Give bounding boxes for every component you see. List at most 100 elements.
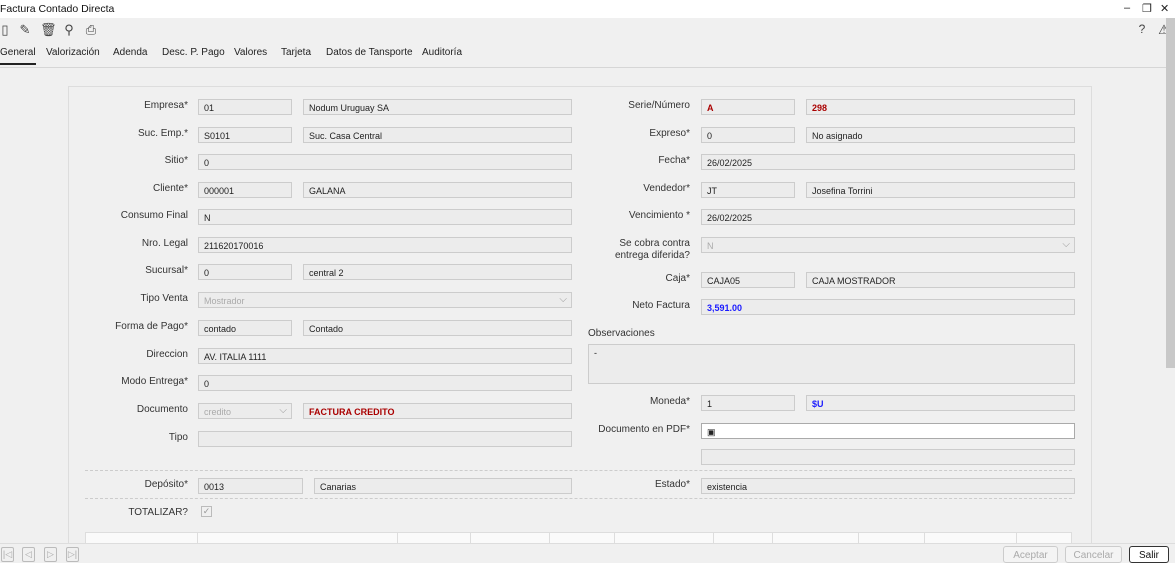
vendedor-label: Vendedor*: [643, 183, 690, 194]
sucursal-desc: central 2: [303, 264, 572, 280]
tipo-field[interactable]: [198, 431, 572, 447]
last-record-button[interactable]: ▷|: [66, 547, 79, 562]
cobra-select[interactable]: N ⌵: [701, 237, 1075, 253]
help-icon[interactable]: ?: [1138, 22, 1146, 36]
observaciones-label: Observaciones: [588, 328, 655, 339]
forma-pago-desc: Contado: [303, 320, 572, 336]
direccion-label: Direccion: [146, 349, 188, 360]
cliente-code[interactable]: 000001: [198, 182, 292, 198]
cobra-label-1: Se cobra contra: [619, 238, 690, 249]
chevron-down-icon: ⌵: [1062, 239, 1070, 250]
sucursal-label: Sucursal*: [145, 265, 188, 276]
salir-button[interactable]: Salir: [1129, 546, 1169, 563]
nro-legal-field[interactable]: 211620170016: [198, 237, 572, 253]
totalizar-label: TOTALIZAR?: [128, 507, 188, 518]
scrollbar[interactable]: [1166, 18, 1175, 368]
next-record-button[interactable]: ▷: [44, 547, 57, 562]
nro-legal-label: Nro. Legal: [141, 238, 188, 249]
deposito-code[interactable]: 0013: [198, 478, 303, 494]
neto-field: 3,591.00: [701, 299, 1075, 315]
pdf-field[interactable]: ▣: [701, 423, 1075, 439]
sucursal-code[interactable]: 0: [198, 264, 292, 280]
cancelar-button[interactable]: Cancelar: [1065, 546, 1122, 563]
neto-label: Neto Factura: [632, 300, 690, 311]
search-icon[interactable]: ⚲: [64, 22, 74, 37]
forma-pago-code[interactable]: contado: [198, 320, 292, 336]
print-icon[interactable]: ⎙: [85, 22, 97, 37]
observaciones-textarea[interactable]: -: [588, 344, 1075, 384]
empresa-desc: Nodum Uruguay SA: [303, 99, 572, 115]
totalizar-checkbox[interactable]: ✓: [201, 506, 212, 517]
tab-general[interactable]: General: [0, 47, 36, 65]
documento-select[interactable]: credito ⌵: [198, 403, 292, 419]
moneda-desc: $U: [806, 395, 1075, 411]
modo-entrega-field[interactable]: 0: [198, 375, 572, 391]
tab-tarjeta[interactable]: Tarjeta: [281, 47, 312, 58]
divider: [85, 498, 1072, 499]
window-title: Factura Contado Directa: [0, 3, 115, 15]
cliente-desc: GALANA: [303, 182, 572, 198]
vendedor-code[interactable]: JT: [701, 182, 795, 198]
cobra-label-2: entrega diferida?: [614, 250, 690, 261]
tab-adenda[interactable]: Adenda: [113, 47, 148, 58]
footer-bar: [0, 543, 1175, 563]
suc-emp-label: Suc. Emp.*: [137, 128, 188, 139]
suc-emp-desc: Suc. Casa Central: [303, 127, 572, 143]
new-icon[interactable]: ▯: [1, 22, 9, 37]
chevron-down-icon: ⌵: [559, 294, 567, 305]
serie-code[interactable]: A: [701, 99, 795, 115]
documento-value: credito: [204, 407, 232, 417]
modo-entrega-label: Modo Entrega*: [121, 376, 188, 387]
pdf-secondary-field: [701, 449, 1075, 465]
fecha-field[interactable]: 26/02/2025: [701, 154, 1075, 170]
fecha-label: Fecha*: [658, 155, 690, 166]
empresa-code[interactable]: 01: [198, 99, 292, 115]
suc-emp-code[interactable]: S0101: [198, 127, 292, 143]
moneda-code[interactable]: 1: [701, 395, 795, 411]
tab-valorizacion[interactable]: Valorización: [46, 47, 100, 58]
caja-desc: CAJA MOSTRADOR: [806, 272, 1075, 288]
chevron-down-icon: ⌵: [279, 405, 287, 416]
toolbar: [0, 18, 1175, 40]
divider: [85, 470, 1072, 471]
minimize-button[interactable]: –: [1124, 2, 1131, 14]
tipo-venta-label: Tipo Venta: [140, 293, 188, 304]
documento-label: Documento: [136, 404, 188, 415]
consumo-final-label: Consumo Final: [120, 210, 188, 221]
moneda-label: Moneda*: [649, 396, 690, 407]
cobra-value: N: [707, 241, 714, 251]
tipo-venta-select[interactable]: Mostrador ⌵: [198, 292, 572, 308]
tab-valores[interactable]: Valores: [234, 47, 268, 58]
previous-record-button[interactable]: ◁: [22, 547, 35, 562]
consumo-final-field[interactable]: N: [198, 209, 572, 225]
caja-code[interactable]: CAJA05: [701, 272, 795, 288]
tab-desc-pago[interactable]: Desc. P. Pago: [162, 47, 225, 58]
caja-label: Caja*: [665, 273, 690, 284]
vencimiento-label: Vencimiento *: [628, 210, 690, 221]
expreso-label: Expreso*: [649, 128, 690, 139]
restore-button[interactable]: ❐: [1142, 3, 1152, 15]
deposito-desc: Canarias: [314, 478, 572, 494]
delete-icon[interactable]: 🗑: [40, 22, 57, 37]
alert-icon[interactable]: ⚠: [1158, 22, 1170, 37]
tab-transporte[interactable]: Datos de Tansporte: [326, 47, 413, 58]
first-record-button[interactable]: |◁: [1, 547, 14, 562]
vencimiento-field[interactable]: 26/02/2025: [701, 209, 1075, 225]
vendedor-desc: Josefina Torrini: [806, 182, 1075, 198]
sitio-label: Sitio*: [164, 155, 188, 166]
numero-field: 298: [806, 99, 1075, 115]
tipo-venta-value: Mostrador: [204, 296, 245, 306]
direccion-field[interactable]: AV. ITALIA 1111: [198, 348, 572, 364]
cliente-label: Cliente*: [152, 183, 188, 194]
pdf-label: Documento en PDF*: [598, 424, 690, 435]
empresa-label: Empresa*: [144, 100, 188, 111]
forma-pago-label: Forma de Pago*: [115, 321, 188, 332]
expreso-code[interactable]: 0: [701, 127, 795, 143]
tab-auditoria[interactable]: Auditoría: [422, 47, 463, 58]
edit-icon[interactable]: ✎: [19, 22, 31, 37]
sitio-field[interactable]: 0: [198, 154, 572, 170]
close-button[interactable]: ✕: [1160, 3, 1170, 15]
file-icon[interactable]: ▣: [707, 427, 716, 437]
aceptar-button[interactable]: Aceptar: [1003, 546, 1058, 563]
tipo-label: Tipo: [168, 432, 188, 443]
